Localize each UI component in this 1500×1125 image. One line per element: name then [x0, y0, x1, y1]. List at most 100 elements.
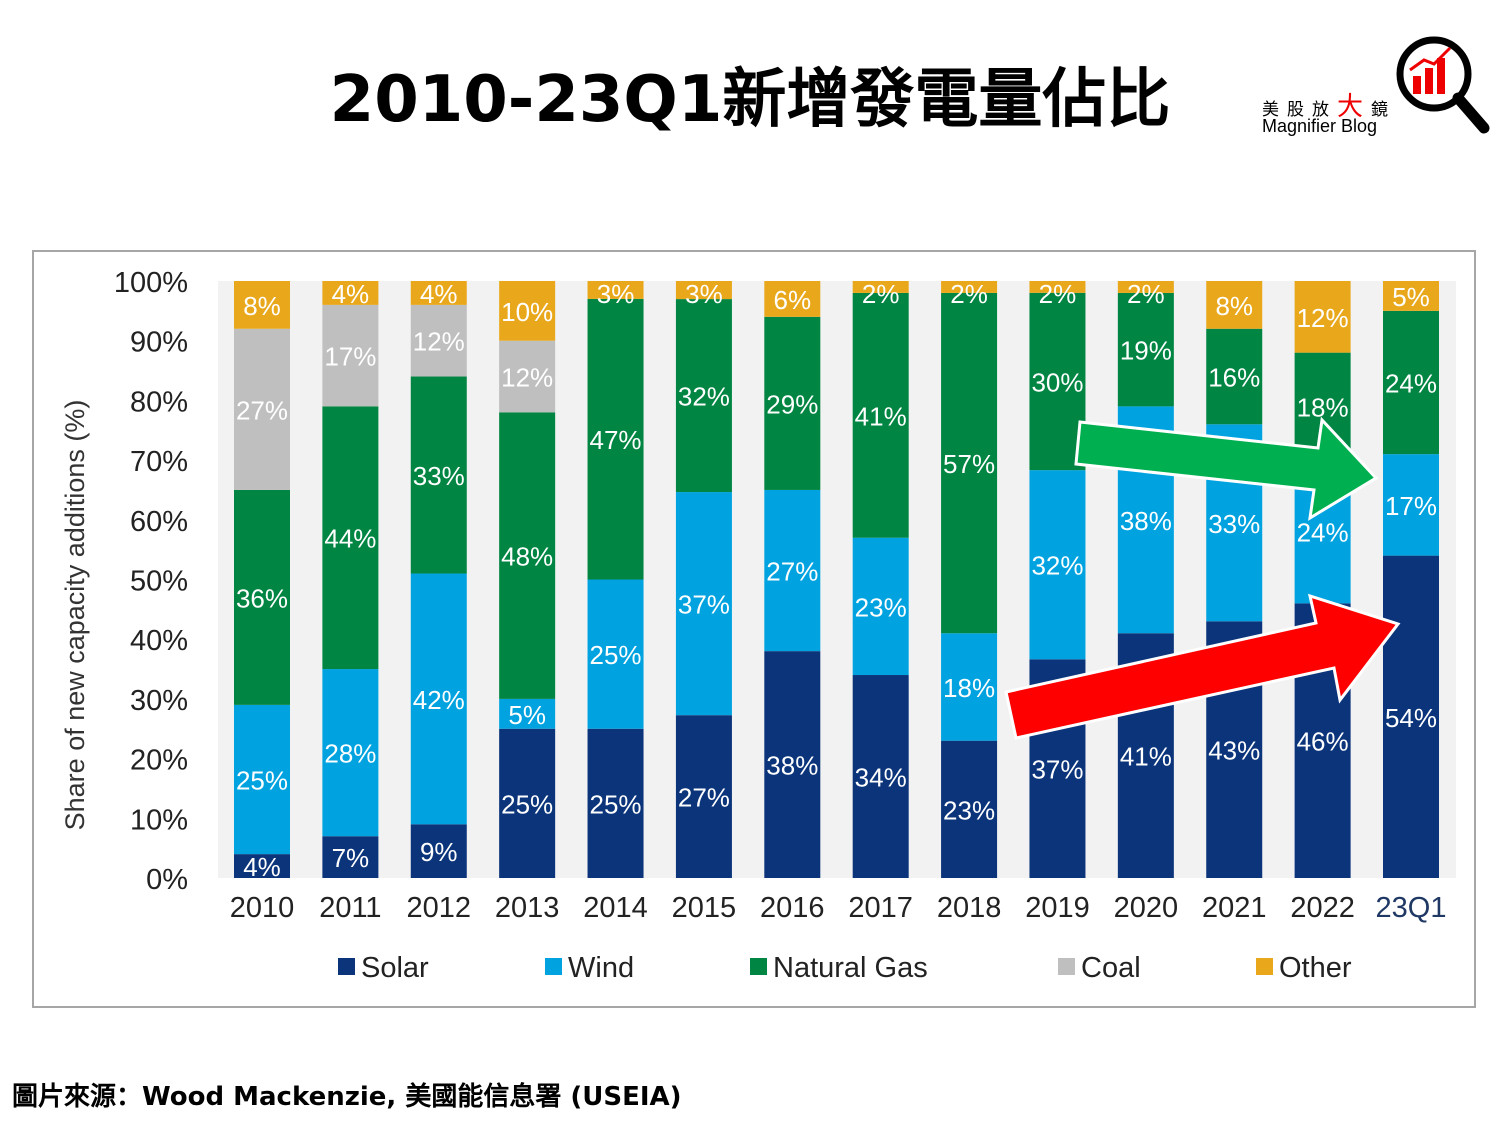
x-tick-label: 2020 — [1114, 892, 1179, 924]
data-label: 17% — [1385, 491, 1437, 521]
data-label: 47% — [590, 425, 642, 455]
data-label: 2% — [950, 279, 988, 309]
legend-label: Wind — [568, 952, 634, 984]
x-tick-label: 2013 — [495, 892, 560, 924]
data-label: 19% — [1120, 336, 1172, 366]
legend-label: Natural Gas — [773, 952, 928, 984]
bar-segment-wind — [675, 492, 732, 716]
y-tick-label: 30% — [130, 685, 188, 717]
data-label: 29% — [766, 389, 818, 419]
bar-segment-solar — [410, 824, 467, 878]
data-label: 5% — [1392, 282, 1430, 312]
data-label: 44% — [324, 524, 376, 554]
bar-segment-other — [587, 281, 644, 299]
x-tick-label: 2010 — [230, 892, 295, 924]
y-tick-label: 70% — [130, 446, 188, 478]
x-tick-label: 2012 — [407, 892, 472, 924]
legend-swatch — [1256, 958, 1273, 975]
legend-swatch — [1058, 958, 1075, 975]
bar-segment-other — [941, 281, 998, 293]
data-label: 3% — [597, 279, 635, 309]
bar-segment-other — [852, 281, 909, 293]
data-label: 10% — [501, 297, 553, 327]
bar-segment-solar — [1383, 555, 1439, 878]
data-label: 30% — [1031, 367, 1083, 397]
bar-segment-other — [499, 281, 556, 341]
data-label: 38% — [766, 751, 818, 781]
data-label: 24% — [1297, 518, 1349, 548]
x-tick-label: 2017 — [848, 892, 913, 924]
data-label: 27% — [766, 557, 818, 587]
y-tick-label: 90% — [130, 327, 188, 359]
x-tick-label: 2011 — [319, 892, 381, 924]
bar-segment-wind — [764, 489, 821, 652]
data-label: 41% — [855, 401, 907, 431]
source-caption: 圖片來源：Wood Mackenzie, 美國能信息署 (USEIA) — [12, 1082, 682, 1112]
data-label: 32% — [678, 382, 730, 412]
bar-segment-coal — [234, 328, 290, 490]
bar-segment-coal — [410, 304, 467, 377]
green-arrow-annotation — [1074, 416, 1379, 521]
bar-segment-solar — [234, 854, 290, 878]
bar-segment-other — [1206, 281, 1263, 329]
bar-segment-other — [322, 281, 379, 305]
bar-segment-solar — [852, 675, 909, 878]
data-label: 16% — [1208, 363, 1260, 393]
bar-segment-wind — [852, 537, 909, 676]
bar-segment-coal — [322, 304, 379, 407]
bar-segment-solar — [675, 715, 732, 878]
data-label: 2% — [862, 279, 900, 309]
y-tick-label: 10% — [130, 804, 188, 836]
data-label: 7% — [332, 843, 370, 873]
bar-segment-other — [764, 281, 821, 317]
x-tick-label: 2014 — [583, 892, 648, 924]
data-label: 8% — [1215, 291, 1253, 321]
data-label: 32% — [1031, 551, 1083, 581]
data-label: 37% — [678, 590, 730, 620]
data-label: 23% — [855, 592, 907, 622]
data-label: 34% — [855, 763, 907, 793]
x-tick-label: 23Q1 — [1376, 892, 1447, 924]
data-label: 4% — [243, 852, 281, 882]
bar-segment-natural-gas — [941, 292, 998, 634]
bar-segment-natural-gas — [1206, 328, 1263, 425]
bar-segment-natural-gas — [587, 298, 644, 580]
data-label: 43% — [1208, 736, 1260, 766]
data-label: 54% — [1385, 703, 1437, 733]
data-label: 18% — [943, 673, 995, 703]
red-arrow-annotation — [1004, 593, 1401, 740]
data-label: 28% — [324, 739, 376, 769]
y-axis-label: Share of new capacity additions (%) — [60, 400, 90, 831]
bar-segment-wind — [587, 579, 644, 729]
data-label: 25% — [236, 765, 288, 795]
bar-segment-solar — [941, 740, 998, 878]
x-tick-label: 2016 — [760, 892, 825, 924]
logo-text-chinese: 美股放大鏡 — [1262, 92, 1397, 122]
data-label: 25% — [590, 640, 642, 670]
bar-segment-natural-gas — [852, 292, 909, 538]
bar-segment-other — [1117, 281, 1174, 293]
magnifier-chart-icon — [1396, 36, 1490, 134]
bar-segment-other — [410, 281, 467, 305]
y-tick-label: 20% — [130, 745, 188, 777]
bar-segment-solar — [499, 728, 556, 878]
bar-segment-wind — [1029, 470, 1086, 660]
data-label: 2% — [1127, 279, 1165, 309]
x-tick-label: 2021 — [1202, 892, 1267, 924]
bar-segment-wind — [499, 698, 556, 729]
data-label: 57% — [943, 449, 995, 479]
data-label: 37% — [1031, 755, 1083, 785]
chart-frame — [32, 250, 1476, 1008]
data-label: 27% — [678, 783, 730, 813]
y-tick-label: 60% — [130, 506, 188, 538]
legend-label: Other — [1279, 952, 1352, 984]
bar-segment-other — [675, 281, 732, 300]
bar-segment-coal — [499, 340, 556, 413]
data-label: 25% — [590, 789, 642, 819]
bar-segment-wind — [234, 704, 290, 855]
y-tick-label: 50% — [130, 566, 188, 598]
data-label: 18% — [1297, 392, 1349, 422]
bar-segment-other — [1383, 281, 1439, 311]
data-label: 12% — [501, 363, 553, 393]
